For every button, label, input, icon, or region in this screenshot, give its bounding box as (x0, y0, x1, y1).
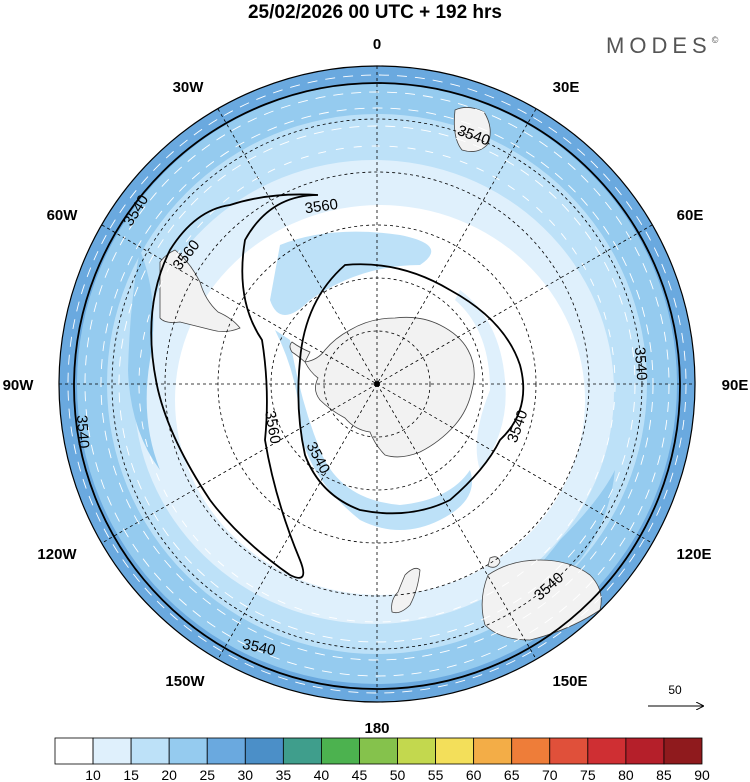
lon-180: 180 (364, 720, 389, 737)
south-pole-marker (374, 381, 380, 387)
new-zealand (391, 567, 421, 614)
colorbar-tick-label: 30 (238, 767, 254, 782)
wind-vectors (67, 74, 687, 694)
lon-30w: 30W (173, 79, 205, 96)
colorbar-tick-label: 80 (618, 767, 634, 782)
colorbar-swatch (130, 737, 170, 765)
map-boundary (58, 65, 696, 703)
colorbar-tick-label: 15 (123, 767, 139, 782)
lon-0: 0 (373, 36, 381, 53)
colorbar-swatch (321, 737, 360, 765)
colorbar-swatch (54, 737, 94, 765)
contour-3540-inner (297, 263, 525, 515)
lon-30e: 30E (553, 79, 580, 96)
colorbar-swatch (587, 737, 627, 765)
graticule (59, 66, 695, 702)
colorbar-swatch (206, 737, 246, 765)
lon-150e: 150E (552, 673, 587, 690)
colorbar-swatch (511, 737, 551, 765)
colorbar: 10 15 20 25 30 35 40 45 50 55 60 65 70 75 80 85 90 (54, 737, 710, 782)
brand-name: MODES (606, 33, 712, 58)
colorbar-swatch (244, 737, 284, 765)
longitude-labels: 0 30E 60E 90E 120E 150E 180 150W 120W 90… (3, 36, 749, 737)
colorbar-swatch (435, 737, 475, 765)
colorbar-tick-label: 35 (276, 767, 292, 782)
colorbar-tick-label: 60 (466, 767, 482, 782)
colorbar-tick-label: 55 (428, 767, 444, 782)
contour-label-3560-n: 3560 (304, 196, 339, 217)
lon-150w: 150W (165, 673, 205, 690)
reference-vector: 50 (648, 683, 703, 706)
colorbar-swatch (625, 737, 665, 765)
brand-mark: © (711, 35, 719, 45)
brand-logo: MODES© (606, 33, 718, 59)
tasmania (487, 556, 501, 568)
colorbar-swatch (549, 737, 589, 765)
colorbar-swatch (359, 737, 398, 765)
colorbar-swatch (92, 737, 132, 765)
colorbar-tick-label: 10 (85, 767, 101, 782)
colorbar-swatch (282, 737, 322, 765)
colorbar-tick-label: 25 (199, 767, 215, 782)
colorbar-tick-label: 75 (580, 767, 596, 782)
lon-120e: 120E (676, 546, 711, 563)
colorbar-swatch (397, 737, 436, 765)
lon-60w: 60W (47, 207, 79, 224)
lon-90e: 90E (722, 377, 749, 394)
colorbar-tick-label: 50 (390, 767, 406, 782)
contour-label-3540-s: 3540 (241, 636, 277, 660)
colorbar-swatch (168, 737, 208, 765)
colorbar-tick-label: 40 (314, 767, 330, 782)
contour-3540-outer (73, 82, 681, 690)
colorbar-swatch (473, 737, 513, 765)
colorbar-tick-label: 85 (656, 767, 672, 782)
colorbar-tick-label: 45 (352, 767, 368, 782)
lon-90w: 90W (3, 377, 35, 394)
geopotential-contours (73, 82, 681, 690)
colorbar-tick-label: 65 (504, 767, 520, 782)
colorbar-tick-label: 90 (694, 767, 710, 782)
lon-60e: 60E (677, 207, 704, 224)
map-title: 25/02/2026 00 UTC + 192 hrs (247, 2, 503, 23)
reference-vector-label: 50 (668, 683, 682, 697)
contour-3560 (150, 193, 319, 579)
colorbar-tick-label: 20 (161, 767, 177, 782)
colorbar-swatch (663, 737, 703, 765)
contour-label-3560-w: 3560 (261, 409, 284, 445)
contour-label-3540-w: 3540 (73, 414, 92, 448)
lon-120w: 120W (37, 546, 77, 563)
contour-label-3540-e: 3540 (631, 346, 650, 380)
colorbar-tick-label: 70 (542, 767, 558, 782)
